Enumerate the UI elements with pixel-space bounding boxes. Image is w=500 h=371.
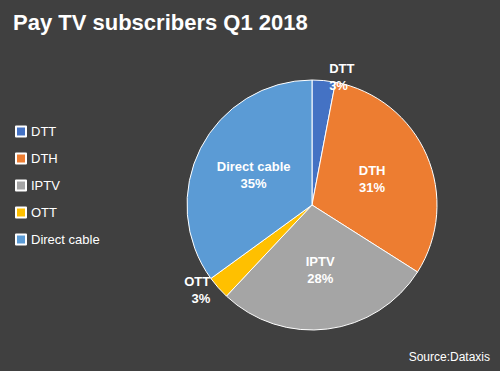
svg-text:Direct cable: Direct cable [31,232,100,247]
svg-text:IPTV: IPTV [31,178,60,193]
svg-text:35%: 35% [241,176,267,191]
svg-text:Direct cable: Direct cable [217,159,291,174]
svg-text:3%: 3% [191,291,210,306]
svg-text:28%: 28% [307,271,333,286]
svg-text:Pay TV subscribers Q1 2018: Pay TV subscribers Q1 2018 [13,10,308,35]
svg-text:Source:Dataxis: Source:Dataxis [409,350,490,364]
svg-text:IPTV: IPTV [306,254,335,269]
svg-text:31%: 31% [359,180,385,195]
svg-text:3%: 3% [329,78,348,93]
svg-text:OTT: OTT [31,205,57,220]
svg-text:DTH: DTH [31,151,58,166]
svg-text:OTT: OTT [184,274,210,289]
svg-text:DTH: DTH [359,163,386,178]
svg-text:DTT: DTT [31,124,56,139]
svg-text:DTT: DTT [329,61,354,76]
